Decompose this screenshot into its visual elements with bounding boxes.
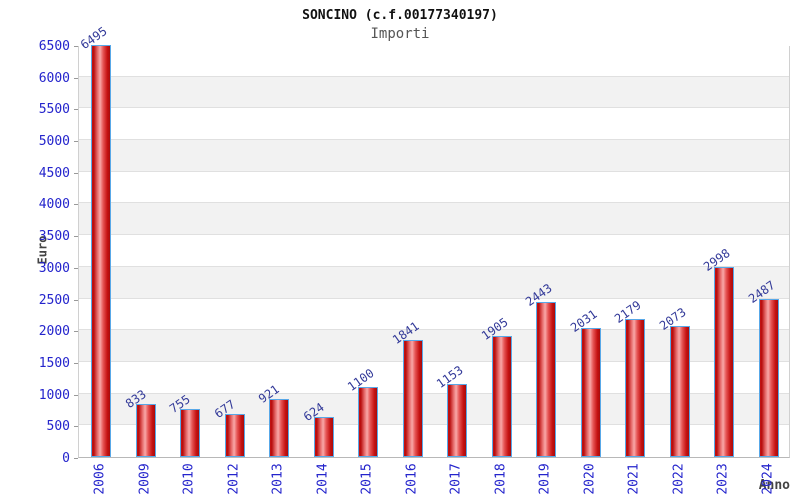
- x-tick-label: 2012: [226, 463, 242, 495]
- y-tick-mark: [74, 46, 78, 47]
- x-axis-title: Anno: [758, 478, 790, 493]
- y-tick-label: 4000: [38, 197, 70, 213]
- x-tick-label: 2020: [582, 463, 598, 495]
- bar-2021: [625, 319, 646, 457]
- x-tick-label: 2009: [137, 463, 153, 495]
- gridline: [79, 170, 789, 172]
- chart-title: SONCINO (c.f.00177340197): [302, 8, 498, 23]
- grid-band: [79, 45, 789, 77]
- y-tick-label: 0: [62, 451, 70, 466]
- gridline: [79, 107, 789, 109]
- bar-2006: [91, 45, 112, 457]
- x-tick-label: 2010: [181, 463, 197, 495]
- x-tick-label: 2006: [92, 463, 108, 495]
- plot-area: [78, 45, 790, 458]
- grid-band: [79, 298, 789, 331]
- x-tick-label: 2022: [671, 463, 687, 495]
- grid-band: [79, 203, 789, 236]
- gridline: [79, 297, 789, 299]
- bar-2019: [536, 302, 557, 457]
- grid-band: [79, 266, 789, 299]
- bar-2018: [491, 336, 512, 457]
- bar-2013: [269, 399, 290, 457]
- y-tick-label: 5500: [38, 102, 70, 118]
- gridline: [79, 392, 789, 394]
- gridline: [79, 234, 789, 236]
- x-tick-label: 2016: [404, 463, 420, 495]
- grid-band: [79, 76, 789, 109]
- x-tick-label: 2014: [315, 463, 331, 495]
- gridline: [79, 329, 789, 331]
- x-tick-label: 2024: [760, 463, 776, 495]
- bar-2015: [358, 387, 379, 457]
- y-tick-label: 3000: [38, 260, 70, 276]
- bar-2022: [669, 326, 690, 457]
- bar-2020: [580, 328, 601, 457]
- bar-2017: [447, 384, 468, 457]
- y-tick-mark: [74, 394, 78, 396]
- y-tick-mark: [74, 362, 78, 364]
- y-tick-mark: [74, 426, 78, 428]
- bar-2012: [224, 414, 245, 457]
- y-tick-mark: [74, 236, 78, 238]
- grid-band: [79, 140, 789, 172]
- y-tick-mark: [74, 299, 78, 301]
- gridline: [79, 360, 789, 362]
- gridline: [79, 75, 789, 77]
- bar-2024: [758, 299, 779, 457]
- y-tick-label: 5000: [38, 134, 70, 150]
- bar-2009: [135, 404, 156, 457]
- y-tick-mark: [74, 172, 78, 174]
- y-tick-label: 3500: [38, 229, 70, 245]
- x-tick-label: 2017: [448, 463, 464, 495]
- y-tick-mark: [74, 331, 78, 333]
- x-tick-label: 2015: [359, 463, 375, 495]
- y-tick-mark: [74, 109, 78, 111]
- y-tick-mark: [74, 77, 78, 79]
- grid-band: [79, 171, 789, 204]
- x-tick-label: 2019: [537, 463, 553, 495]
- x-tick-label: 2021: [626, 463, 642, 495]
- gridline: [79, 202, 789, 204]
- bar-2023: [714, 267, 735, 457]
- y-tick-label: 2000: [38, 324, 70, 340]
- y-tick-label: 1500: [38, 355, 70, 371]
- gridline: [79, 424, 789, 426]
- grid-band: [79, 235, 789, 267]
- x-tick-label: 2018: [493, 463, 509, 495]
- bar-2014: [313, 417, 334, 457]
- y-tick-label: 1000: [38, 387, 70, 403]
- y-tick-label: 6000: [38, 70, 70, 86]
- y-tick-mark: [74, 267, 78, 269]
- x-tick-label: 2023: [715, 463, 731, 495]
- bar-2010: [180, 409, 201, 457]
- x-tick-label: 2013: [270, 463, 286, 495]
- grid-band: [79, 108, 789, 141]
- gridline: [79, 265, 789, 267]
- y-tick-mark: [74, 458, 78, 459]
- y-tick-label: 500: [46, 419, 70, 435]
- y-tick-label: 4500: [38, 165, 70, 181]
- chart-subtitle: Importi: [370, 26, 430, 42]
- y-tick-mark: [74, 204, 78, 206]
- bar-2016: [402, 340, 423, 457]
- y-tick-label: 6500: [38, 39, 70, 54]
- y-tick-label: 2500: [38, 292, 70, 308]
- y-tick-mark: [74, 141, 78, 143]
- gridline: [79, 139, 789, 141]
